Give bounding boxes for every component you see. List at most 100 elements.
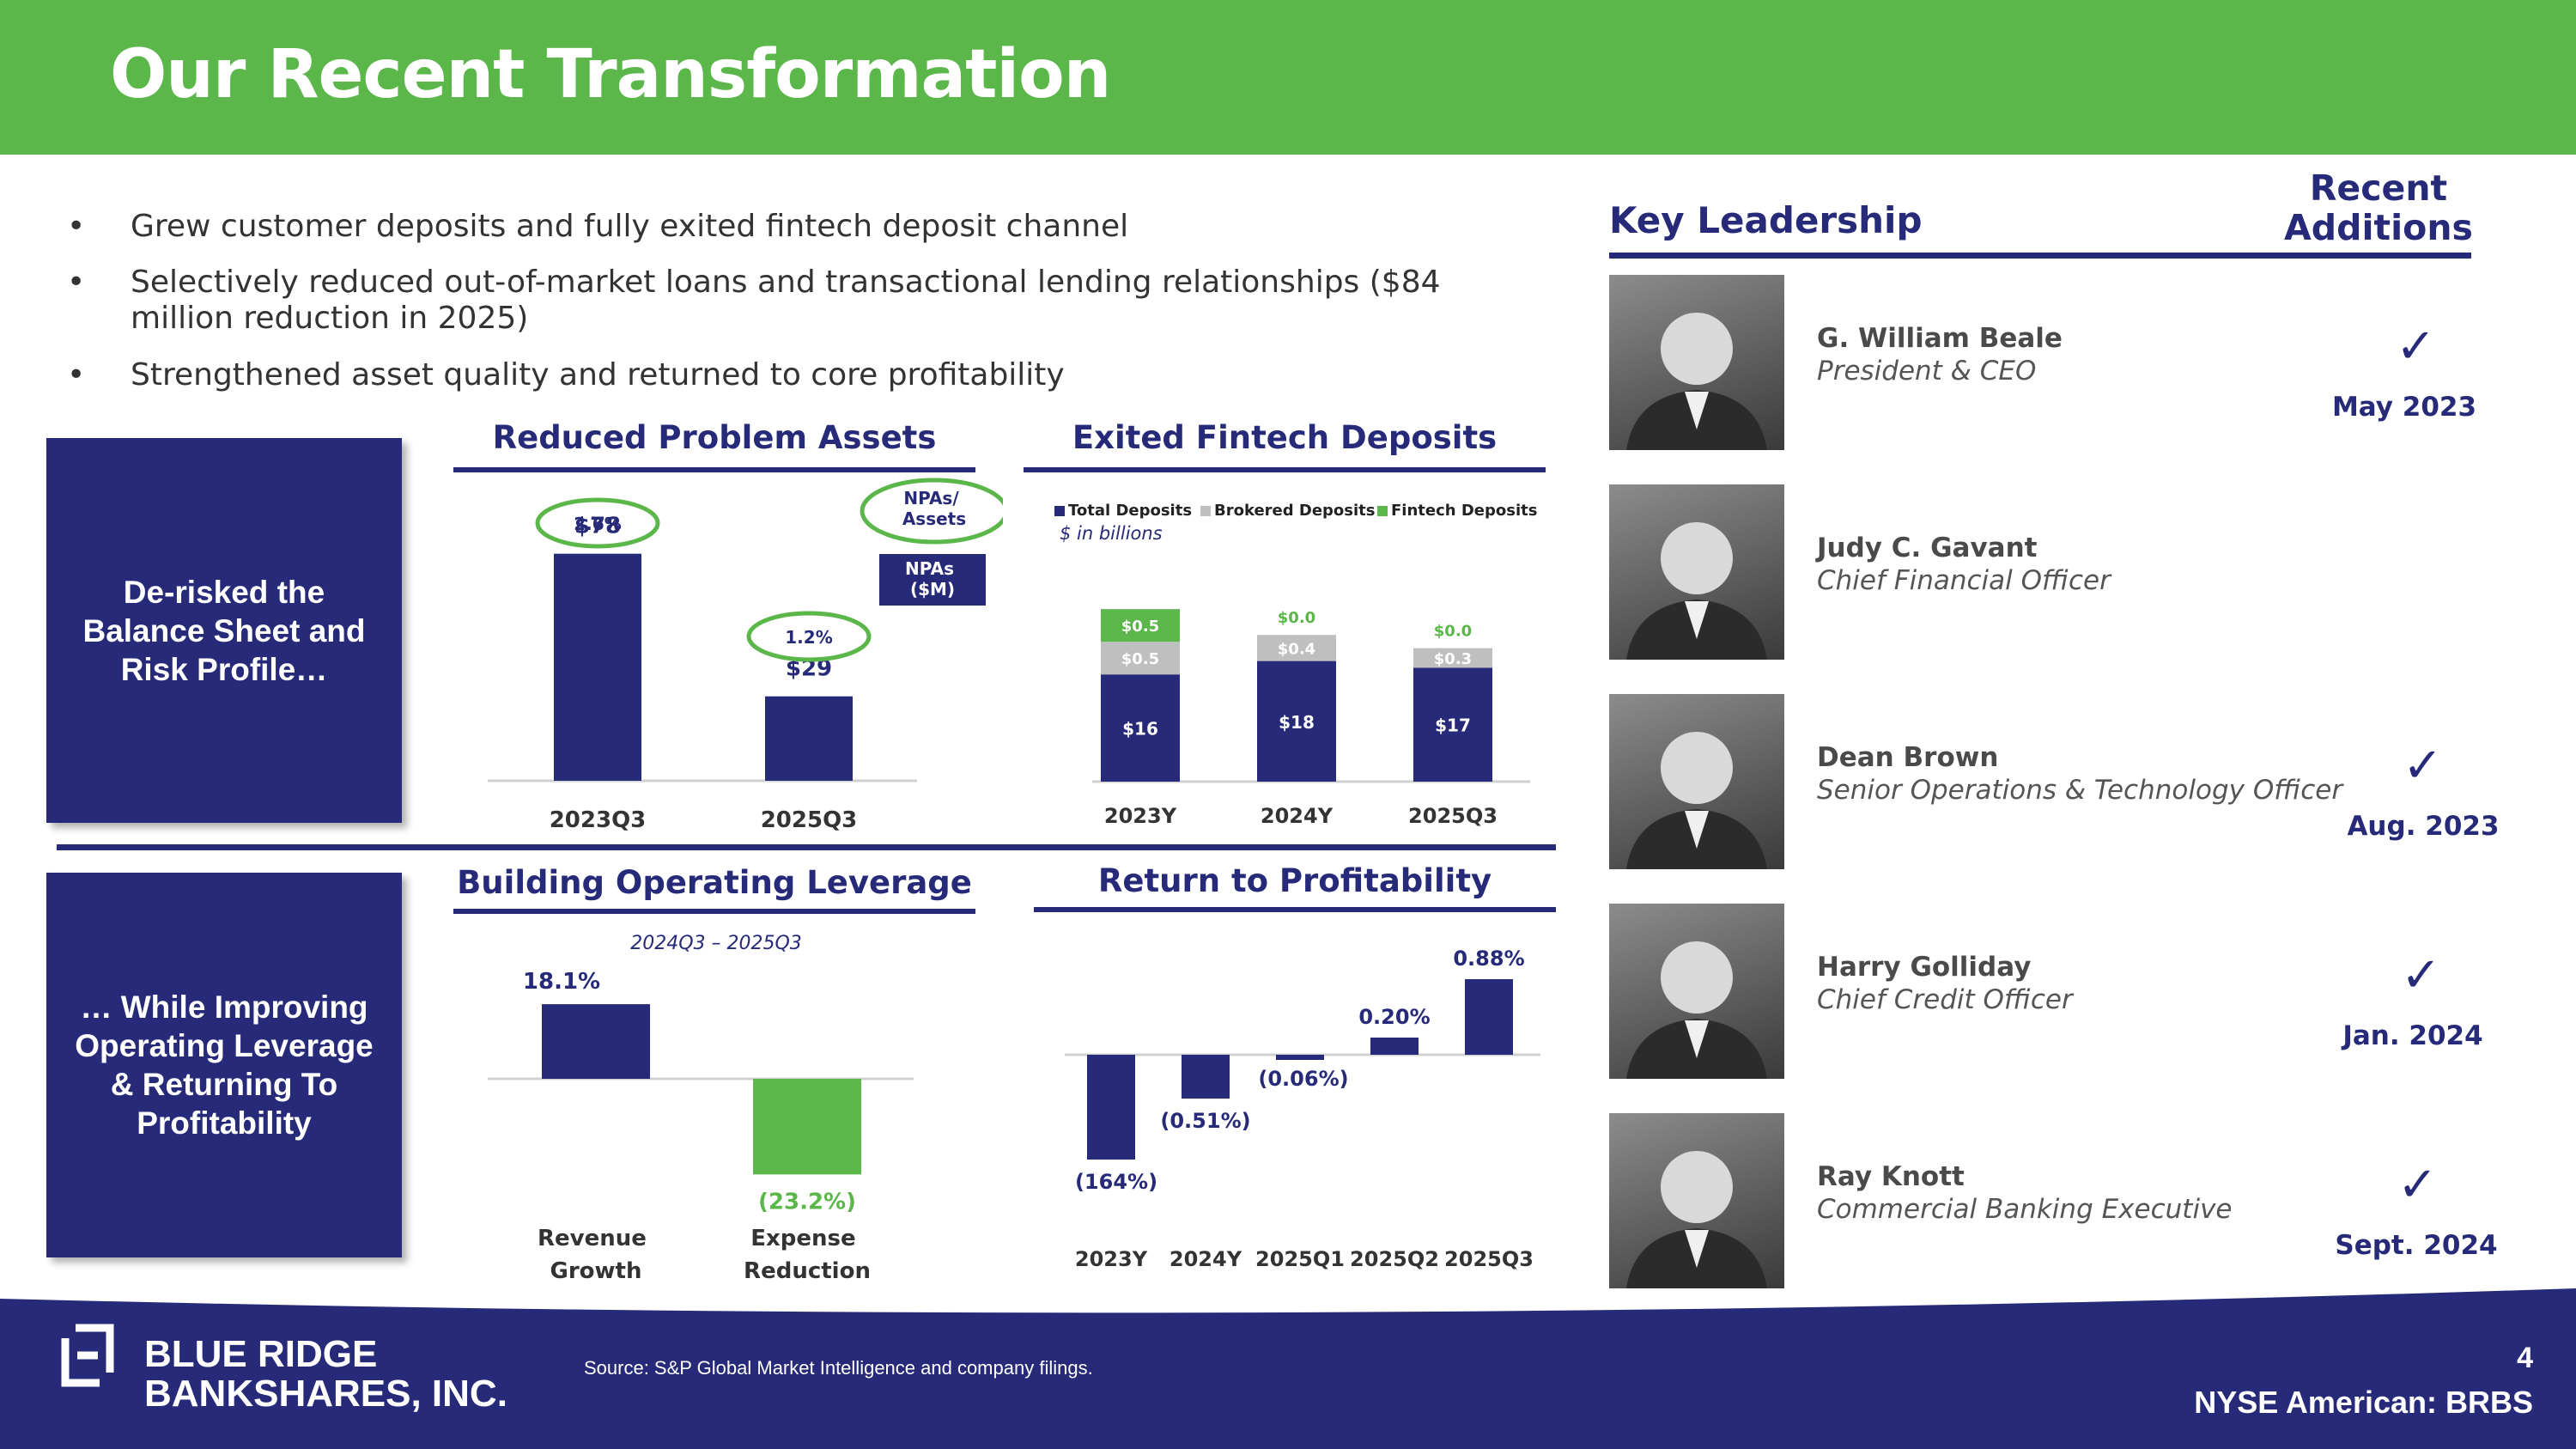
panel-title-fintech: Exited Fintech Deposits (1072, 419, 1498, 456)
ticker: NYSE American: BRBS (2194, 1385, 2533, 1420)
person-collar (1685, 811, 1709, 849)
person-collar (1685, 1230, 1709, 1268)
added-date: Sept. 2024 (2335, 1230, 2498, 1261)
label-2025q1: (0.06%) (1258, 1067, 1348, 1091)
ratio-label-2025q3: 1.2% (785, 627, 832, 648)
check-icon: ✓ (2403, 738, 2443, 792)
ratio-label-2023q3: 2.6% (574, 514, 621, 534)
leader-photo (1609, 904, 1784, 1079)
bar-label-2023q3: $78 (574, 514, 621, 539)
bullet-dot: • (67, 357, 86, 393)
bar-brokered-1 (1257, 635, 1336, 661)
legend-npas-m-line2: ($M) (910, 579, 955, 600)
section-divider (57, 844, 1556, 850)
profitability-chart: (164%) (0.51%) (0.06%) 0.20% 0.88% 2023Y 2024… (1065, 947, 1540, 1271)
logo-icon (61, 1324, 114, 1387)
category-2025q3: 2025Q3 (761, 807, 858, 833)
added-date: Jan. 2024 (2342, 1020, 2483, 1051)
chart-subtitle: $ in billions (1060, 523, 1163, 544)
bar-2023y (1087, 1055, 1135, 1160)
fintech-deposits-chart: Total Deposits Brokered Deposits Fintech… (1054, 502, 1537, 828)
legend-npas-m: NPAs ($M) (905, 558, 960, 600)
label-total-1: $18 (1279, 712, 1315, 733)
category-2024y: 2024Y (1261, 804, 1334, 828)
label-total-0: $16 (1122, 719, 1158, 740)
bar-2023q3 (554, 553, 641, 781)
person-head (1661, 313, 1733, 385)
legend-npas-m-line1: NPAs (905, 558, 954, 579)
label-total-2: $17 (1435, 715, 1471, 736)
bar-expense-reduction (753, 1079, 861, 1175)
panel-rule (1024, 467, 1546, 472)
category-2023y: 2023Y (1104, 804, 1177, 828)
label-revenue-growth: 18.1% (523, 969, 600, 995)
leader-photo (1609, 1113, 1784, 1288)
ratio-oval-2025q3 (746, 611, 872, 662)
person-head (1661, 732, 1733, 804)
chart-subtitle: 2024Q3 – 2025Q3 (630, 933, 802, 954)
label-2025q2: 0.20% (1358, 1005, 1430, 1029)
bullet-dot: • (67, 265, 86, 300)
legend-swatch-fintech (1377, 506, 1388, 516)
derisked-box: De-risked the Balance Sheet and Risk Pro… (46, 438, 402, 823)
person-icon (1626, 313, 1767, 450)
page-title: Our Recent Transformation (110, 36, 1111, 113)
bullet-text: Selectively reduced out-of-market loans … (131, 265, 1441, 336)
category-expense-reduction: Expense Reduction (744, 1226, 871, 1284)
footer-source: Source: S&P Global Market Intelligence a… (584, 1357, 1093, 1379)
bar-brokered-0 (1101, 642, 1180, 675)
label-fintech-2: $0.0 (1434, 623, 1472, 641)
leader-name: Judy C. Gavant (1817, 533, 2038, 563)
page-number: 4 (2517, 1342, 2533, 1374)
leader-role: Senior Operations & Technology Officer (1817, 775, 2343, 806)
leader-photo (1609, 275, 1784, 450)
panel-rule (453, 909, 975, 914)
label-brokered-0: $0.5 (1121, 650, 1159, 668)
legend-npas-box (879, 554, 986, 606)
label-2025q3: 0.88% (1453, 947, 1524, 971)
category-2025q2: 2025Q2 (1350, 1247, 1439, 1271)
profitability-bars: (164%) (0.51%) (0.06%) 0.20% 0.88% (1075, 947, 1525, 1194)
improving-box: … While Improving Operating Leverage & R… (46, 873, 402, 1257)
improving-text: … While Improving Operating Leverage & R… (75, 989, 374, 1141)
leader-role: Chief Credit Officer (1817, 984, 2073, 1015)
category-revenue-line2: Growth (550, 1258, 642, 1284)
bar-fintech-0 (1101, 609, 1180, 642)
leadership-title: Key Leadership (1609, 199, 1923, 241)
legend-npas-assets-line1: NPAs/ (903, 488, 959, 508)
operating-leverage-chart: 2024Q3 – 2025Q3 18.1% (23.2%) Revenue Gr… (488, 933, 914, 1284)
legend-swatch-total (1054, 506, 1065, 516)
legend-fintech: Fintech Deposits (1391, 502, 1537, 520)
legend-oval (860, 478, 1003, 545)
problem-assets-chart: $78 $29 2.6% 1.2% NPAs/ Assets NPAs ($M)… (488, 478, 1003, 833)
leader-photo (1609, 694, 1784, 869)
bar-total-1 (1257, 661, 1336, 782)
category-revenue-growth: Revenue Growth (538, 1226, 654, 1284)
person-collar (1685, 601, 1709, 639)
person-head (1661, 941, 1733, 1014)
person-icon (1626, 522, 1767, 660)
leader-role: President & CEO (1817, 356, 2037, 387)
bar-revenue-growth (542, 1004, 650, 1079)
category-2023y: 2023Y (1075, 1247, 1148, 1271)
label-brokered-1: $0.4 (1278, 640, 1315, 658)
leader-name: Dean Brown (1817, 742, 1999, 773)
category-2025q3: 2025Q3 (1408, 804, 1498, 828)
leader-name: Ray Knott (1817, 1161, 1965, 1192)
added-date: May 2023 (2331, 392, 2477, 423)
category-2024y: 2024Y (1170, 1247, 1242, 1271)
logo-name-line1: BLUE RIDGE (144, 1333, 378, 1375)
check-icon: ✓ (2401, 947, 2441, 1002)
leader-role: Chief Financial Officer (1817, 565, 2111, 596)
leader-name: Harry Golliday (1817, 952, 2032, 983)
bar-2024y (1182, 1055, 1230, 1099)
legend-brokered: Brokered Deposits (1214, 502, 1376, 520)
bullet-dot: • (67, 209, 86, 244)
derisked-text: De-risked the Balance Sheet and Risk Pro… (82, 574, 366, 687)
label-2023y: (164%) (1075, 1170, 1157, 1194)
ratio-oval-2023q3 (535, 497, 660, 549)
person-head (1661, 522, 1733, 594)
label-expense-reduction: (23.2%) (758, 1189, 856, 1215)
check-icon: ✓ (2397, 1157, 2438, 1211)
bar-2025q3 (765, 696, 853, 781)
